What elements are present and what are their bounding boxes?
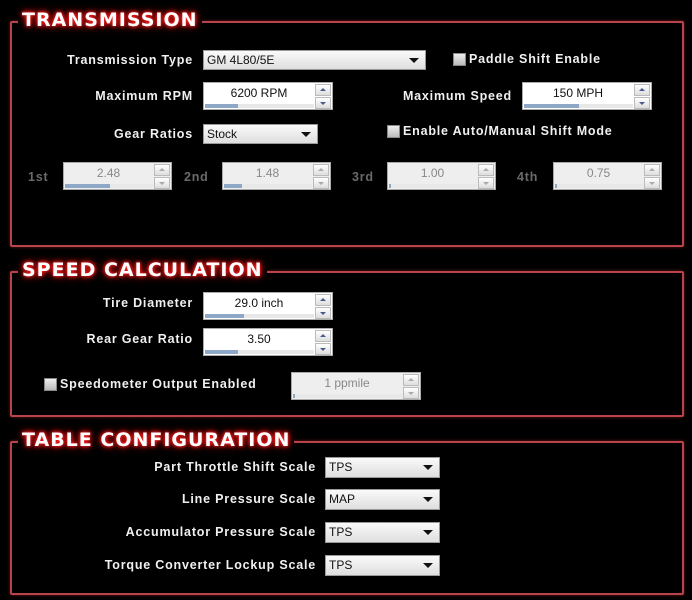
gear-3-spinner[interactable]: 1.00: [387, 162, 496, 190]
rear-gear-ratio-value: 3.50: [247, 332, 271, 346]
gear-3-spinner-value: 1.00: [420, 166, 445, 180]
table-row-label: Part Throttle Shift Scale: [154, 460, 316, 474]
increment-button[interactable]: [313, 164, 329, 176]
gear-4-spinner-bar: [555, 184, 557, 188]
chevron-down-icon: [409, 58, 419, 63]
gear-ratios-label: Gear Ratios: [114, 127, 193, 141]
gear-4-spinner[interactable]: 0.75: [553, 162, 662, 190]
auto-manual-checkbox[interactable]: [387, 125, 400, 138]
chevron-down-icon: [423, 497, 433, 502]
chevron-down-icon: [423, 530, 433, 535]
gear-1-spinner-value: 2.48: [96, 166, 121, 180]
increment-button[interactable]: [315, 294, 331, 306]
max-speed-label: Maximum Speed: [402, 89, 512, 103]
transmission-type-dropdown[interactable]: GM 4L80/5E: [203, 50, 426, 70]
table-row-label: Line Pressure Scale: [181, 492, 316, 506]
auto-manual-label: Enable Auto/Manual Shift Mode: [403, 124, 613, 138]
table-row-value: TPS: [329, 460, 353, 474]
max-speed-bar: [524, 104, 579, 108]
increment-button[interactable]: [634, 84, 650, 96]
decrement-button[interactable]: [634, 97, 650, 109]
max-rpm-spinner[interactable]: 6200 RPM: [203, 82, 333, 110]
decrement-button[interactable]: [154, 177, 170, 189]
increment-button[interactable]: [403, 374, 419, 386]
paddle-shift-label: Paddle Shift Enable: [469, 52, 601, 66]
speed-calculation-title: SPEED CALCULATION: [18, 259, 267, 281]
table-configuration-title: TABLE CONFIGURATION: [18, 429, 295, 451]
table-row-dropdown[interactable]: MAP: [325, 489, 440, 510]
transmission-type-value: GM 4L80/5E: [207, 53, 275, 67]
gear-2-spinner[interactable]: 1.48: [222, 162, 331, 190]
gear-1-label: 1st: [28, 170, 49, 184]
max-speed-value: 150 MPH: [552, 86, 604, 100]
gear-2-spinner-bar: [224, 184, 242, 188]
decrement-button[interactable]: [315, 343, 331, 355]
transmission-type-label: Transmission Type: [67, 53, 193, 67]
decrement-button[interactable]: [478, 177, 494, 189]
ppmile-bar: [293, 394, 295, 398]
chevron-down-icon: [301, 132, 311, 137]
table-row-dropdown[interactable]: TPS: [325, 457, 440, 478]
increment-button[interactable]: [644, 164, 660, 176]
table-row-value: MAP: [329, 492, 356, 506]
rear-gear-ratio-bar: [205, 350, 238, 354]
max-rpm-label: Maximum RPM: [95, 89, 193, 103]
table-row-label: Accumulator Pressure Scale: [125, 525, 316, 539]
decrement-button[interactable]: [313, 177, 329, 189]
table-configuration-panel: TABLE CONFIGURATION: [10, 429, 684, 595]
decrement-button[interactable]: [315, 307, 331, 319]
max-rpm-value: 6200 RPM: [230, 86, 288, 100]
rear-gear-ratio-spinner[interactable]: 3.50: [203, 328, 333, 356]
tire-diameter-spinner[interactable]: 29.0 inch: [203, 292, 333, 320]
tire-diameter-value: 29.0 inch: [234, 296, 284, 310]
gear-ratios-dropdown[interactable]: Stock: [203, 124, 318, 144]
tire-diameter-label: Tire Diameter: [102, 296, 193, 310]
chevron-down-icon: [423, 465, 433, 470]
gear-3-label: 3rd: [352, 170, 374, 184]
paddle-shift-checkbox[interactable]: [453, 53, 466, 66]
decrement-button[interactable]: [644, 177, 660, 189]
gear-1-spinner[interactable]: 2.48: [63, 162, 172, 190]
increment-button[interactable]: [315, 330, 331, 342]
decrement-button[interactable]: [403, 387, 419, 399]
increment-button[interactable]: [315, 84, 331, 96]
max-speed-spinner[interactable]: 150 MPH: [522, 82, 652, 110]
ppmile-value: 1 ppmile: [324, 376, 370, 390]
gear-4-spinner-value: 0.75: [586, 166, 611, 180]
increment-button[interactable]: [154, 164, 170, 176]
table-row-value: TPS: [329, 525, 353, 539]
tire-diameter-bar: [205, 314, 244, 318]
rear-gear-ratio-label: Rear Gear Ratio: [86, 332, 193, 346]
ppmile-spinner[interactable]: 1 ppmile: [291, 372, 421, 400]
speedometer-output-checkbox[interactable]: [44, 378, 57, 391]
table-row-label: Torque Converter Lockup Scale: [104, 558, 316, 572]
gear-ratios-value: Stock: [207, 127, 238, 141]
table-row-value: TPS: [329, 558, 353, 572]
decrement-button[interactable]: [315, 97, 331, 109]
gear-1-spinner-bar: [65, 184, 110, 188]
speedometer-output-label: Speedometer Output Enabled: [60, 377, 257, 391]
transmission-panel: TRANSMISSION: [10, 9, 684, 247]
chevron-down-icon: [423, 563, 433, 568]
gear-2-label: 2nd: [184, 170, 209, 184]
gear-3-spinner-bar: [389, 184, 391, 188]
transmission-title: TRANSMISSION: [18, 9, 202, 31]
gear-2-spinner-value: 1.48: [255, 166, 280, 180]
max-rpm-bar: [205, 104, 238, 108]
table-row-dropdown[interactable]: TPS: [325, 555, 440, 576]
gear-4-label: 4th: [517, 170, 539, 184]
table-row-dropdown[interactable]: TPS: [325, 522, 440, 543]
speed-calculation-panel: SPEED CALCULATION: [10, 259, 684, 417]
increment-button[interactable]: [478, 164, 494, 176]
